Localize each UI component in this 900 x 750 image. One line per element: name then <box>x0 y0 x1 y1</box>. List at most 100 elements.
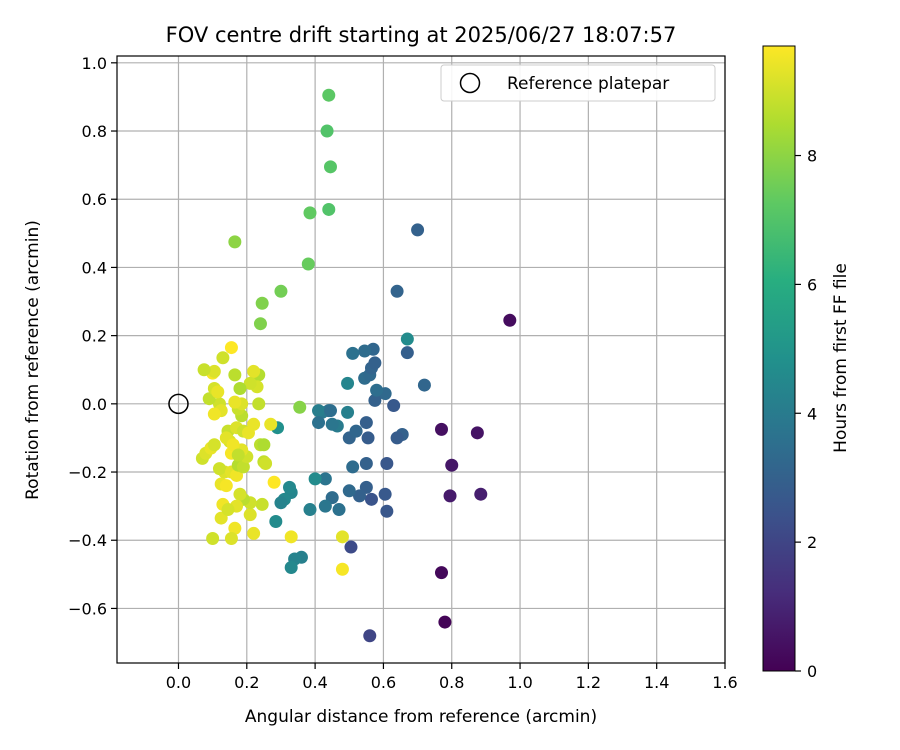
data-point <box>207 364 221 378</box>
data-point <box>243 508 257 522</box>
data-point <box>438 615 452 629</box>
data-point <box>253 317 267 331</box>
data-point <box>417 378 431 392</box>
y-tick-label: 0.8 <box>82 122 107 141</box>
x-axis-label: Angular distance from reference (arcmin) <box>245 707 597 727</box>
data-point <box>312 404 326 418</box>
data-point <box>228 395 242 409</box>
data-point <box>400 346 414 360</box>
data-point <box>380 504 394 518</box>
data-point <box>443 489 457 503</box>
legend-label-reference: Reference platepar <box>507 74 669 94</box>
data-point <box>224 532 238 546</box>
x-tick-label: 0.2 <box>234 673 259 692</box>
data-point <box>284 530 298 544</box>
data-point <box>303 503 317 517</box>
data-point <box>231 448 245 462</box>
data-point <box>378 487 392 501</box>
legend-marker-reference <box>459 72 481 94</box>
data-point <box>255 296 269 310</box>
data-point <box>197 363 211 377</box>
data-point <box>274 496 288 510</box>
data-point <box>342 484 356 498</box>
data-point <box>323 404 337 418</box>
y-tick-label: 0.0 <box>82 395 107 414</box>
colorbar-tick-label: 6 <box>807 275 817 294</box>
data-point <box>390 284 404 298</box>
data-point <box>322 88 336 102</box>
data-point <box>224 341 238 355</box>
data-point <box>434 566 448 580</box>
data-point <box>341 376 355 390</box>
data-point <box>274 284 288 298</box>
data-point <box>284 561 298 575</box>
data-point <box>445 458 459 472</box>
colorbar-tick-label: 4 <box>807 404 817 423</box>
data-point <box>470 426 484 440</box>
data-point <box>269 514 283 528</box>
data-point <box>370 383 384 397</box>
data-point <box>318 472 332 486</box>
y-tick-label: 0.2 <box>82 327 107 346</box>
data-point <box>216 351 230 365</box>
colorbar-ticks: 0 2 4 6 8 <box>795 147 817 681</box>
data-point <box>358 344 372 358</box>
data-point <box>228 368 242 382</box>
x-tick-label: 1.4 <box>644 673 669 692</box>
data-point <box>323 160 337 174</box>
data-point <box>242 426 256 440</box>
x-tick-label: 0.6 <box>371 673 396 692</box>
data-point <box>359 457 373 471</box>
data-point <box>257 438 271 452</box>
y-tick-label: −0.4 <box>68 531 107 550</box>
data-point <box>346 346 360 360</box>
data-point <box>320 124 334 138</box>
data-point <box>363 629 377 643</box>
y-tick-label: 0.4 <box>82 258 107 277</box>
data-point <box>474 487 488 501</box>
data-point <box>207 407 221 421</box>
data-point <box>211 385 225 399</box>
y-axis-ticks: −0.6 −0.4 −0.2 0.0 0.2 0.4 0.6 0.8 1.0 <box>68 54 117 618</box>
data-point <box>282 480 296 494</box>
data-point <box>353 489 367 503</box>
data-point <box>247 364 261 378</box>
data-point <box>233 381 247 395</box>
data-point <box>503 313 517 327</box>
legend-box <box>440 64 716 102</box>
data-point <box>206 532 220 546</box>
data-point <box>308 472 322 486</box>
data-point <box>228 521 242 535</box>
data-point <box>364 492 378 506</box>
data-point <box>267 475 281 489</box>
data-point <box>368 393 382 407</box>
y-axis-label: Rotation from reference (arcmin) <box>23 220 43 500</box>
data-point <box>243 376 257 390</box>
y-tick-label: 1.0 <box>82 54 107 73</box>
y-tick-label: 0.6 <box>82 190 107 209</box>
colorbar-tick-label: 0 <box>807 662 817 681</box>
data-point <box>349 424 363 438</box>
x-tick-label: 1.2 <box>576 673 601 692</box>
data-point <box>325 417 339 431</box>
data-point <box>411 223 425 237</box>
data-point <box>387 399 401 413</box>
data-point <box>236 460 250 474</box>
x-tick-label: 1.6 <box>712 673 737 692</box>
data-point <box>400 332 414 346</box>
data-point <box>207 438 221 452</box>
data-point <box>303 206 317 220</box>
data-point <box>259 457 273 471</box>
x-tick-label: 0.0 <box>166 673 191 692</box>
data-point <box>293 400 307 414</box>
data-point <box>252 397 266 411</box>
data-point <box>434 422 448 436</box>
x-tick-label: 0.8 <box>439 673 464 692</box>
data-point <box>233 487 247 501</box>
colorbar-label: Hours from first FF file <box>831 263 851 453</box>
chart-title: FOV centre drift starting at 2025/06/27 … <box>166 23 677 47</box>
legend: Reference platepar <box>440 64 716 102</box>
data-point <box>380 457 394 471</box>
y-tick-label: −0.6 <box>68 599 107 618</box>
